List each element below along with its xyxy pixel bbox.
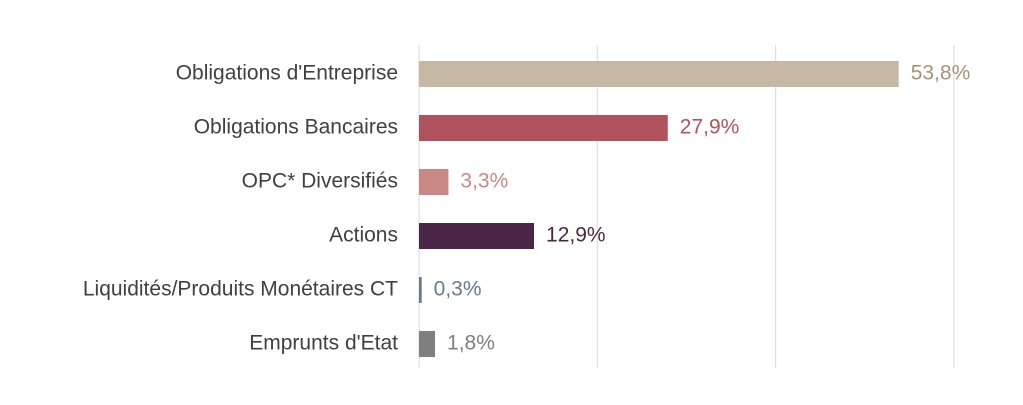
category-label: Obligations Bancaires [194,116,398,139]
value-labels: 53,8% 27,9% 3,3% 12,9% 0,3% 1,8% [434,62,971,355]
value-label: 0,3% [434,278,482,301]
category-labels: Obligations d'Entreprise Obligations Banc… [83,62,398,355]
category-label: Liquidités/Produits Monétaires CT [83,278,398,301]
value-label: 3,3% [460,170,508,193]
category-label: Emprunts d'Etat [249,332,398,355]
bar [419,331,436,357]
bar [419,115,668,141]
category-label: Actions [329,224,398,247]
bar [419,277,422,303]
value-label: 12,9% [546,224,606,247]
bar [419,223,535,249]
gridlines [418,45,955,368]
bar [419,61,899,87]
category-label: Obligations d'Entreprise [176,62,398,85]
value-label: 27,9% [680,116,740,139]
value-label: 53,8% [911,62,971,85]
value-label: 1,8% [447,332,495,355]
bar [419,169,449,195]
category-label: OPC* Diversifiés [242,170,398,193]
bars [419,61,899,357]
